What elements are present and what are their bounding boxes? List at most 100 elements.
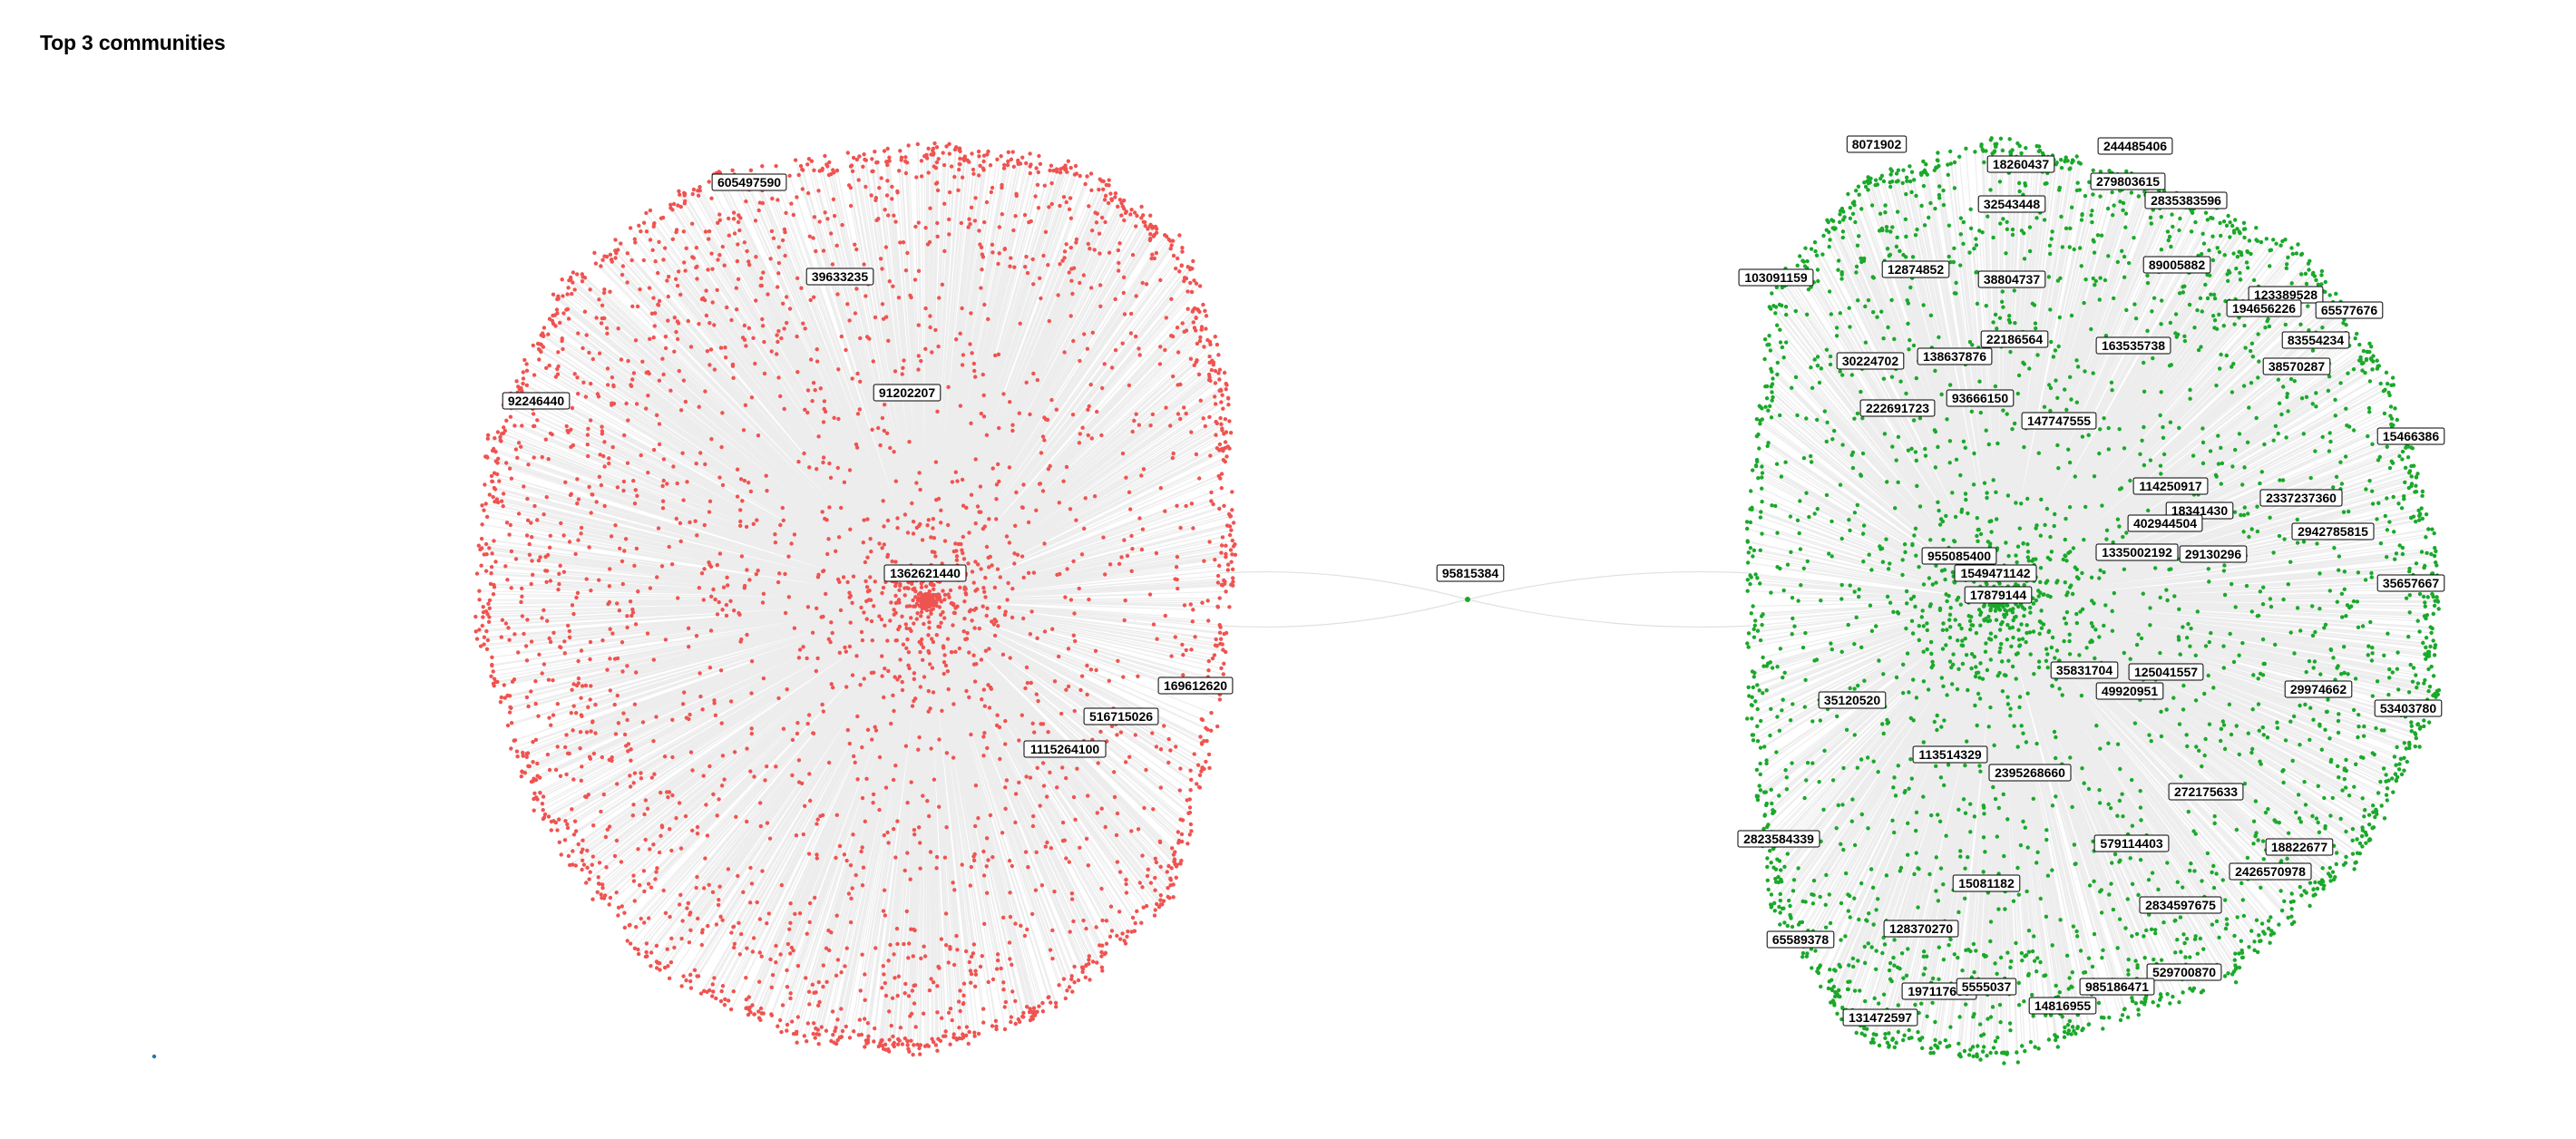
node-label: 22186564	[1980, 330, 2049, 348]
node-label: 163535738	[2095, 336, 2171, 355]
node-label: 516715026	[1083, 707, 1159, 725]
svg-text:14816955: 14816955	[2034, 998, 2092, 1013]
node-label: 131472597	[1842, 1008, 1918, 1027]
node-label: 1549471142	[1954, 564, 2037, 582]
svg-text:93666150: 93666150	[1952, 391, 2009, 405]
svg-text:22186564: 22186564	[1986, 332, 2044, 346]
svg-text:49920951: 49920951	[2102, 684, 2159, 698]
node-label: 30224702	[1836, 352, 1905, 370]
node-label: 605497590	[711, 173, 787, 191]
svg-text:89005882: 89005882	[2149, 258, 2206, 272]
svg-text:2834597675: 2834597675	[2145, 898, 2216, 912]
node-label: 955085400	[1921, 547, 1997, 565]
node-label: 12874852	[1881, 260, 1950, 278]
svg-text:12874852: 12874852	[1888, 262, 1945, 277]
node-label: 123389528	[2248, 286, 2324, 304]
node-label: 169612620	[1157, 677, 1234, 695]
svg-text:29974662: 29974662	[2290, 682, 2347, 696]
svg-text:605497590: 605497590	[717, 175, 781, 190]
red-node-dots	[473, 141, 1238, 1057]
node-label: 114250917	[2132, 477, 2209, 495]
node-label: 194656226	[2226, 299, 2302, 317]
node-label: 65589378	[1766, 930, 1835, 949]
svg-text:529700870: 529700870	[2152, 965, 2216, 979]
svg-text:18341430: 18341430	[2171, 503, 2229, 518]
node-label: 89005882	[2142, 256, 2211, 274]
node-label: 17879144	[1964, 586, 2033, 604]
node-label: 2426570978	[2229, 862, 2312, 881]
svg-text:138637876: 138637876	[1923, 349, 1986, 364]
red-hub-node	[919, 592, 935, 608]
svg-text:194656226: 194656226	[2232, 301, 2296, 316]
svg-text:1115264100: 1115264100	[1030, 742, 1100, 756]
green-community-edges	[1746, 138, 2440, 1064]
svg-text:103091159: 103091159	[1744, 270, 1808, 285]
svg-text:15081182: 15081182	[1958, 876, 2015, 891]
node-label: 125041557	[2128, 663, 2204, 681]
node-label: 147747555	[2021, 412, 2097, 430]
svg-text:32543448: 32543448	[1984, 197, 2041, 211]
node-label: 2395268660	[1988, 764, 2072, 782]
node-label: 5555037	[1956, 978, 2017, 996]
svg-text:2337237360: 2337237360	[2266, 491, 2337, 505]
svg-text:128370270: 128370270	[1889, 921, 1953, 936]
svg-text:1549471142: 1549471142	[1960, 566, 2030, 580]
node-label: 95815384	[1436, 564, 1505, 582]
svg-text:955085400: 955085400	[1927, 549, 1991, 563]
blue-community-node	[151, 1054, 157, 1059]
svg-text:2426570978: 2426570978	[2235, 864, 2306, 879]
svg-text:2835383596: 2835383596	[2151, 193, 2221, 208]
svg-text:222691723: 222691723	[1866, 401, 1929, 415]
svg-text:402944504: 402944504	[2133, 516, 2197, 531]
page-title: Top 3 communities	[40, 31, 226, 54]
node-label: 272175633	[2168, 783, 2244, 801]
svg-text:8071902: 8071902	[1852, 137, 1902, 151]
node-label: 113514329	[1912, 745, 1988, 764]
node-label: 128370270	[1883, 920, 1959, 938]
svg-text:92246440: 92246440	[508, 394, 565, 408]
node-label: 53403780	[2374, 699, 2443, 717]
node-label: 18260437	[1986, 155, 2055, 173]
node-labels: 605497590 39633235 91202207 92246440 1362621…	[502, 135, 2445, 1027]
svg-text:985186471: 985186471	[2085, 979, 2149, 994]
node-label: 65577676	[2315, 301, 2384, 319]
node-label: 2834597675	[2139, 896, 2222, 914]
node-label: 38804737	[1977, 270, 2046, 288]
node-label: 2337237360	[2259, 489, 2343, 507]
node-label: 35657667	[2376, 574, 2445, 592]
svg-text:169612620: 169612620	[1164, 678, 1227, 693]
svg-text:125041557: 125041557	[2134, 665, 2198, 679]
svg-text:83554234: 83554234	[2288, 333, 2345, 347]
svg-text:2823584339: 2823584339	[1743, 832, 1814, 846]
svg-text:18822677: 18822677	[2271, 840, 2328, 854]
node-label: 985186471	[2079, 978, 2155, 996]
svg-text:113514329: 113514329	[1918, 747, 1982, 762]
svg-text:65589378: 65589378	[1772, 932, 1830, 947]
bridge-edges	[1219, 570, 1751, 628]
green-hub-edges	[1746, 138, 2440, 1064]
node-label: 29974662	[2284, 680, 2353, 698]
svg-text:17879144: 17879144	[1970, 588, 2027, 602]
misc-nodes	[151, 597, 1470, 1059]
svg-text:123389528: 123389528	[2254, 287, 2317, 302]
node-label: 93666150	[1946, 389, 2015, 407]
svg-text:279803615: 279803615	[2096, 174, 2160, 189]
node-label: 529700870	[2146, 963, 2222, 981]
svg-text:38570287: 38570287	[2269, 359, 2326, 374]
node-label: 35120520	[1818, 691, 1887, 709]
svg-text:1335002192: 1335002192	[2102, 545, 2172, 560]
node-label: 279803615	[2090, 172, 2166, 190]
svg-text:35657667: 35657667	[2383, 576, 2440, 590]
svg-text:95815384: 95815384	[1442, 566, 1499, 580]
svg-text:5555037: 5555037	[1962, 979, 2012, 994]
svg-text:35831704: 35831704	[2056, 663, 2113, 677]
svg-text:147747555: 147747555	[2027, 414, 2091, 428]
node-label: 1362621440	[883, 564, 967, 582]
svg-text:2942785815: 2942785815	[2298, 524, 2368, 539]
svg-text:39633235: 39633235	[812, 269, 869, 284]
node-label: 244485406	[2097, 137, 2173, 155]
node-label: 38570287	[2262, 357, 2331, 375]
bridge-edge	[1467, 570, 1751, 600]
svg-text:1362621440: 1362621440	[890, 566, 961, 580]
